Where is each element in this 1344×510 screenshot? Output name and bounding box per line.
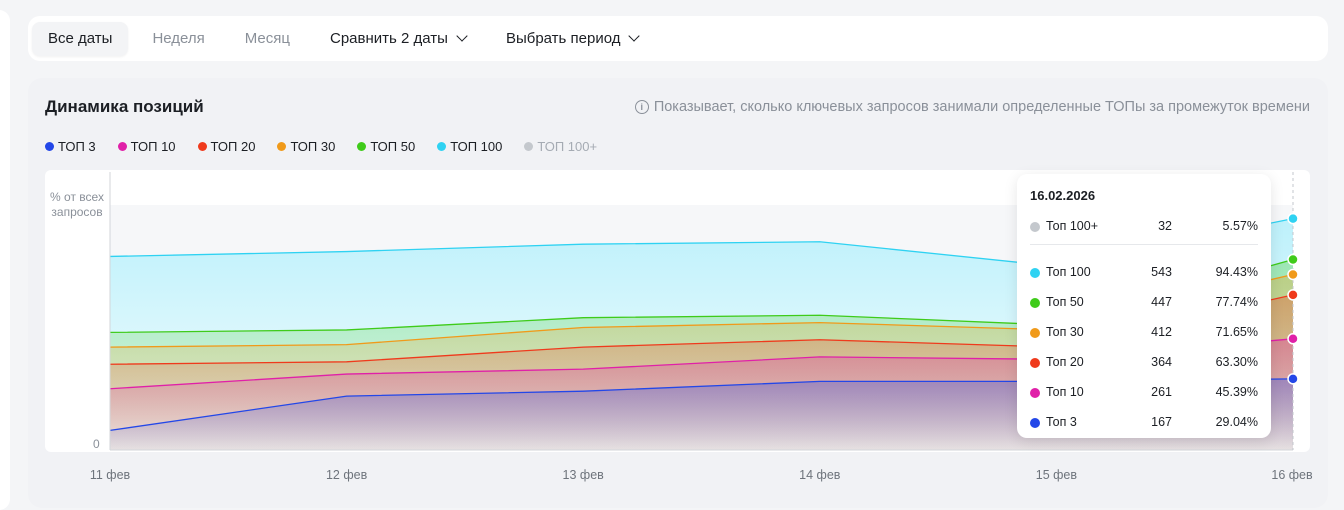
- tab-all-dates[interactable]: Все даты: [32, 21, 129, 56]
- legend-label: ТОП 100: [450, 139, 503, 154]
- tab-week[interactable]: Неделя: [136, 22, 220, 56]
- legend-label: ТОП 3: [58, 139, 96, 154]
- tooltip-series-name: Топ 10: [1046, 385, 1084, 399]
- tooltip-count: 364: [1151, 355, 1172, 369]
- series-dot-icon: [1030, 418, 1040, 428]
- tooltip-percent: 63.30%: [1215, 355, 1258, 369]
- series-area: [110, 378, 1293, 450]
- tooltip-series-name: Топ 30: [1046, 325, 1084, 339]
- info-text: Показывает, сколько ключевых запросов за…: [653, 99, 1310, 115]
- tab-label: Все даты: [48, 30, 113, 47]
- series-dot-icon: [1030, 358, 1040, 368]
- tooltip-series-name: Топ 100: [1046, 265, 1091, 279]
- tab-label: Сравнить 2 даты: [330, 30, 448, 47]
- tooltip-row: Топ 20 364 63.30%: [1030, 354, 1260, 372]
- legend-item[interactable]: ТОП 100: [437, 139, 502, 154]
- legend-label: ТОП 50: [370, 139, 416, 154]
- side-panel: [0, 10, 10, 510]
- tooltip-count: 543: [1151, 265, 1172, 279]
- tooltip-series-name: Топ 20: [1046, 355, 1084, 369]
- legend-item[interactable]: ТОП 30: [277, 139, 335, 154]
- y-axis-label: % от всех запросов: [50, 190, 104, 219]
- series-point[interactable]: [1287, 268, 1299, 281]
- x-tick-label: 11 фев: [89, 468, 131, 482]
- tooltip-row: Топ 3 167 29.04%: [1030, 414, 1260, 432]
- legend-label: ТОП 100+: [537, 139, 598, 154]
- legend-item[interactable]: ТОП 50: [357, 139, 415, 154]
- tooltip-row: Топ 100+ 32 5.57%: [1030, 218, 1260, 236]
- series-dot-icon: [1030, 388, 1040, 398]
- tooltip-percent: 45.39%: [1215, 385, 1258, 399]
- legend-dot-icon: [524, 142, 534, 151]
- tooltip-date: 16.02.2026: [1030, 188, 1096, 203]
- series-point[interactable]: [1287, 253, 1299, 266]
- legend-dot-icon: [117, 142, 127, 151]
- series-dot-icon: [1030, 222, 1040, 232]
- tooltip-percent: 5.57%: [1222, 219, 1258, 233]
- y-tick-zero: 0: [93, 437, 100, 451]
- tooltip-percent: 94.43%: [1215, 265, 1258, 279]
- series-point[interactable]: [1287, 289, 1299, 301]
- compare-dates-dropdown[interactable]: Сравнить 2 даты: [314, 22, 482, 56]
- tab-month[interactable]: Месяц: [229, 22, 306, 56]
- legend-item[interactable]: ТОП 100+: [524, 139, 597, 154]
- legend-item[interactable]: ТОП 3: [45, 139, 96, 154]
- x-tick-label: 13 фев: [562, 468, 604, 482]
- legend-label: ТОП 20: [210, 139, 256, 154]
- tooltip-count: 261: [1151, 385, 1172, 399]
- tooltip-count: 447: [1151, 295, 1172, 309]
- x-tick-label: 14 фев: [799, 468, 841, 482]
- tooltip-count: 167: [1151, 415, 1172, 429]
- series-point[interactable]: [1287, 212, 1299, 225]
- tab-label: Месяц: [244, 30, 290, 47]
- tooltip-row: Топ 10 261 45.39%: [1030, 384, 1260, 402]
- card-title: Динамика позиций: [45, 97, 204, 116]
- chart-tooltip: 16.02.2026 Топ 100+ 32 5.57% Топ 100 543 94.4…: [1017, 174, 1271, 438]
- tab-label: Неделя: [152, 30, 205, 47]
- legend-dot-icon: [437, 142, 447, 151]
- legend-dot-icon: [277, 142, 287, 151]
- tooltip-row: Топ 50 447 77.74%: [1030, 294, 1260, 312]
- x-tick-label: 12 фев: [325, 468, 368, 482]
- tooltip-divider: [1030, 244, 1258, 245]
- series-dot-icon: [1030, 268, 1040, 278]
- series-point[interactable]: [1287, 373, 1299, 385]
- legend-label: ТОП 30: [290, 139, 336, 154]
- legend-dot-icon: [357, 142, 367, 151]
- card-info: i Показывает, сколько ключевых запросов …: [634, 99, 1310, 115]
- select-period-dropdown[interactable]: Выбрать период: [490, 22, 655, 56]
- tooltip-row: Топ 30 412 71.65%: [1030, 324, 1260, 342]
- series-dot-icon: [1030, 328, 1040, 338]
- tooltip-series-name: Топ 100+: [1046, 219, 1099, 233]
- x-tick-label: 15 фев: [1035, 468, 1078, 482]
- tooltip-percent: 77.74%: [1215, 295, 1258, 309]
- period-tabs: Все даты Неделя Месяц Сравнить 2 даты Вы…: [28, 16, 1328, 61]
- chart-legend: ТОП 3 ТОП 10 ТОП 20 ТОП 30 ТОП 50 ТОП 100 ТОП …: [45, 139, 619, 154]
- series-dot-icon: [1030, 298, 1040, 308]
- info-icon[interactable]: i: [634, 100, 649, 114]
- tooltip-row: Топ 100 543 94.43%: [1030, 264, 1260, 282]
- tooltip-percent: 71.65%: [1215, 325, 1258, 339]
- legend-dot-icon: [197, 142, 207, 151]
- tab-label: Выбрать период: [505, 30, 621, 47]
- tooltip-count: 412: [1151, 325, 1172, 339]
- tooltip-series-name: Топ 3: [1046, 415, 1077, 429]
- legend-dot-icon: [45, 142, 54, 151]
- tooltip-count: 32: [1158, 219, 1172, 233]
- legend-item[interactable]: ТОП 10: [117, 139, 176, 154]
- tooltip-percent: 29.04%: [1215, 415, 1258, 429]
- x-tick-label: 16 фев: [1271, 468, 1313, 482]
- series-point[interactable]: [1287, 333, 1299, 345]
- legend-label: ТОП 10: [130, 139, 176, 154]
- tooltip-series-name: Топ 50: [1046, 295, 1084, 309]
- legend-item[interactable]: ТОП 20: [197, 139, 256, 154]
